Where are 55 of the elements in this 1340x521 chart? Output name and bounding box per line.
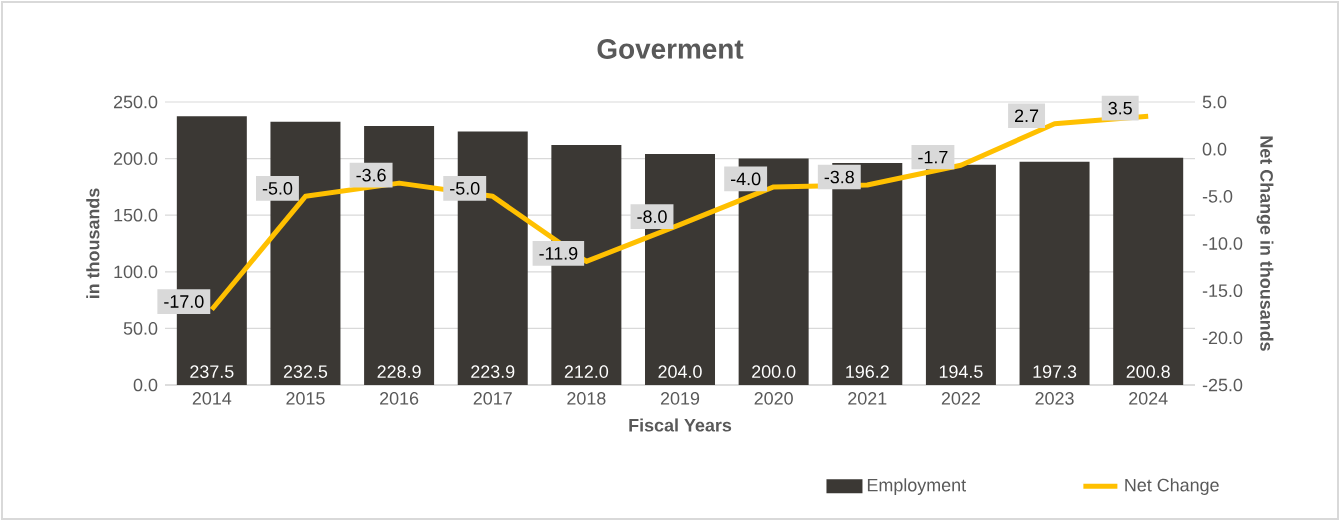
data-label: -17.0	[164, 295, 204, 308]
data-label: -8.0	[637, 210, 667, 223]
y-axis-title: in thousands	[86, 188, 100, 299]
data-label: 2.7	[1015, 109, 1039, 122]
data-label: -3.8	[824, 170, 854, 184]
y-tick-label: 100.0	[114, 265, 158, 279]
data-label: 200.0	[752, 365, 796, 378]
data-label: -5.0	[450, 181, 480, 195]
data-label: 237.5	[190, 365, 234, 378]
bar	[1019, 161, 1090, 385]
data-label: -1.7	[918, 151, 948, 164]
y2-tick-label: -15.0	[1202, 284, 1243, 298]
legend-label: Employment	[867, 478, 966, 495]
x-tick-label: 2017	[473, 392, 512, 405]
y-tick-label: 50.0	[123, 322, 158, 335]
x-tick-label: 2023	[1035, 392, 1074, 405]
x-tick-label: 2020	[754, 392, 793, 405]
y-tick-label: 150.0	[114, 208, 158, 222]
x-tick-label: 2018	[567, 392, 606, 405]
data-label: -5.0	[262, 181, 293, 195]
x-tick-label: 2015	[286, 392, 325, 405]
y2-axis-title: Net Change in thousands	[1256, 136, 1274, 351]
legend-label: Net Change	[1125, 478, 1219, 495]
x-tick-label: 2014	[192, 392, 232, 405]
y2-tick-label: -5.0	[1202, 189, 1233, 203]
data-label: -3.6	[356, 168, 386, 182]
y2-tick-label: -25.0	[1202, 378, 1243, 392]
y-tick-label: 250.0	[113, 95, 158, 109]
x-tick-label: 2024	[1129, 392, 1168, 405]
x-axis-title: Fiscal Years	[629, 418, 732, 432]
x-tick-label: 2022	[941, 392, 980, 405]
data-label: 212.0	[564, 365, 609, 378]
data-label: -4.0	[731, 172, 761, 186]
data-label: 232.5	[283, 365, 328, 378]
chart-title: Goverment	[597, 39, 744, 59]
data-label: 200.8	[1126, 365, 1170, 378]
y2-tick-label: -20.0	[1202, 331, 1243, 345]
data-label: 204.0	[658, 365, 702, 378]
x-tick-label: 2019	[660, 392, 700, 405]
y-tick-label: 200.0	[113, 152, 158, 165]
x-tick-label: 2021	[848, 392, 887, 405]
data-label: 3.5	[1108, 101, 1132, 115]
data-label: -11.9	[539, 247, 578, 260]
data-label: 196.2	[846, 365, 889, 378]
y2-tick-label: -10.0	[1202, 237, 1243, 250]
y-tick-label: 0.0	[133, 378, 158, 392]
data-label: 228.9	[377, 365, 421, 378]
y2-tick-label: 0.0	[1202, 142, 1227, 156]
data-label: 223.9	[471, 365, 515, 378]
y2-tick-label: 5.0	[1202, 95, 1227, 109]
data-label: 194.5	[939, 365, 983, 378]
data-label: 197.3	[1033, 365, 1077, 378]
x-tick-label: 2016	[380, 392, 419, 405]
bar	[925, 164, 996, 385]
bar	[1113, 157, 1184, 385]
